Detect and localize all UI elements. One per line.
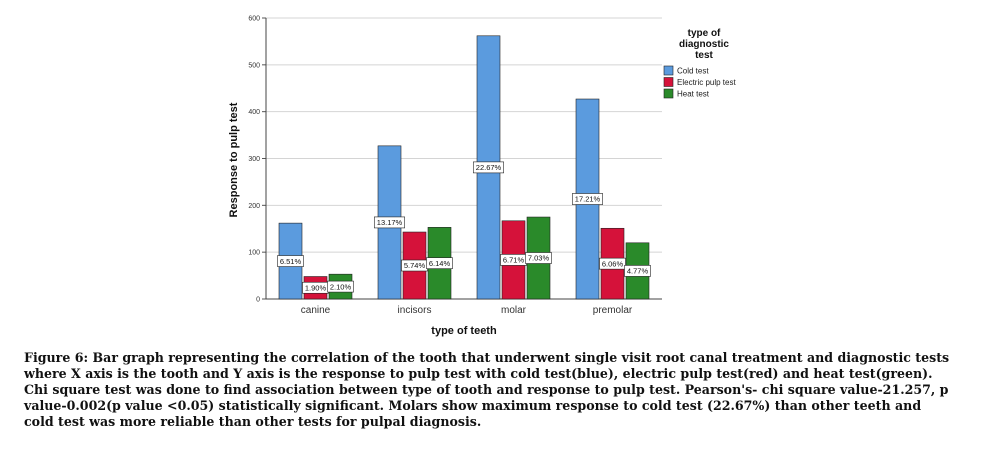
y-tick-label: 600 xyxy=(248,16,260,23)
legend-label-1: Electric pulp test xyxy=(677,78,736,87)
legend-label-2: Heat test xyxy=(677,90,710,99)
y-tick-label: 0 xyxy=(256,297,260,304)
figure-caption: Figure 6: Bar graph representing the cor… xyxy=(24,350,950,429)
data-label: 4.77% xyxy=(627,267,649,276)
data-label-box xyxy=(599,257,626,270)
data-label: 17.21% xyxy=(575,195,601,204)
data-label-box xyxy=(373,216,405,229)
data-label-box xyxy=(327,280,354,293)
category-label-molar: molar xyxy=(501,305,527,316)
legend-title-line-3: test xyxy=(695,50,713,61)
y-tick-label: 300 xyxy=(248,156,260,163)
data-label: 2.10% xyxy=(330,282,352,291)
data-label: 13.17% xyxy=(377,218,403,227)
data-labels: 6.51% 1.90% 2.10% 13.17% 5.74% 6.14% 22.67% 6.7… xyxy=(277,161,651,294)
data-label: 1.90% xyxy=(305,283,327,292)
bars xyxy=(278,35,650,300)
data-label-box xyxy=(525,252,552,264)
y-tick-label: 100 xyxy=(248,250,260,257)
category-label-canine: canine xyxy=(301,305,331,316)
category-label-incisors: incisors xyxy=(398,305,432,316)
legend-title-line-2: diagnostic xyxy=(679,39,729,50)
gridlines xyxy=(266,17,662,253)
data-label: 6.06% xyxy=(602,259,624,268)
data-label-box xyxy=(472,161,504,174)
y-tick-label: 500 xyxy=(248,62,260,69)
data-label-box xyxy=(426,257,453,269)
data-label: 6.14% xyxy=(429,259,451,268)
data-label-box xyxy=(571,193,603,205)
data-label: 6.71% xyxy=(503,256,525,265)
data-label: 22.67% xyxy=(476,163,502,172)
legend-title-line-1: type of xyxy=(688,28,721,39)
legend-label-0: Cold test xyxy=(677,67,709,76)
x-axis-title: type of teeth xyxy=(431,325,497,337)
legend-swatch-2 xyxy=(663,88,674,99)
x-axis-categories: canine incisors molar premolar xyxy=(301,305,633,316)
y-axis-ticks: 0 100 200 300 400 500 600 xyxy=(248,16,266,304)
data-label: 6.51% xyxy=(280,257,302,266)
y-tick-label: 200 xyxy=(248,203,260,210)
legend-swatch-1 xyxy=(663,77,674,87)
legend-swatch-0 xyxy=(663,65,674,76)
data-label-box xyxy=(624,265,651,277)
y-tick-label: 400 xyxy=(248,109,260,116)
bar-chart: 0 100 200 300 400 500 600 6.51% 1.90% 2.10% 13.17… xyxy=(228,16,736,338)
data-label-box xyxy=(277,255,304,267)
data-label: 5.74% xyxy=(404,261,426,270)
y-axis-title: Response to pulp test xyxy=(228,102,240,217)
data-label: 7.03% xyxy=(528,254,550,263)
category-label-premolar: premolar xyxy=(593,305,633,316)
legend: type of diagnostic test Cold test Electri… xyxy=(663,28,736,99)
